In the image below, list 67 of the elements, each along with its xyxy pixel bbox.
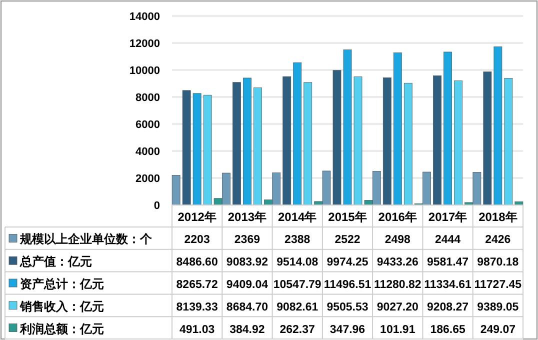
data-label: 10547.79 <box>273 279 322 291</box>
legend-label: 销售收入：亿元 <box>19 299 104 314</box>
data-label: 11280.82 <box>374 279 422 291</box>
data-label: 186.65 <box>430 324 466 336</box>
data-label: 347.96 <box>330 324 366 336</box>
data-label: 9027.20 <box>376 301 418 314</box>
bar <box>404 82 412 206</box>
y-tick-label: 0 <box>154 200 160 212</box>
bar <box>433 75 442 206</box>
data-label: 11334.61 <box>424 279 472 291</box>
data-label: 262.37 <box>280 324 315 336</box>
data-label: 2498 <box>384 234 412 246</box>
data-label: 11727.45 <box>474 279 522 291</box>
bar <box>243 78 252 206</box>
x-tick-label: 2016年 <box>378 210 417 224</box>
data-label: 2426 <box>485 234 511 246</box>
bar <box>282 76 292 206</box>
bar <box>393 52 402 206</box>
x-tick-label: 2015年 <box>328 210 367 224</box>
y-tick-label: 6000 <box>136 119 160 131</box>
data-label: 9389.05 <box>477 301 520 314</box>
data-label: 8139.33 <box>176 301 218 314</box>
data-label: 101.91 <box>380 324 416 336</box>
x-tick-label: 2014年 <box>278 210 317 224</box>
x-tick-label: 2013年 <box>228 210 267 224</box>
data-label: 9581.47 <box>426 256 469 269</box>
y-tick-label: 12000 <box>129 38 160 50</box>
data-label: 249.07 <box>480 324 516 336</box>
legend-label: 资产总计：亿元 <box>20 277 104 291</box>
data-label: 9083.92 <box>226 256 268 269</box>
data-label: 2203 <box>184 234 210 246</box>
data-label: 11496.51 <box>324 279 372 291</box>
data-label: 8265.72 <box>176 279 218 291</box>
data-label: 491.03 <box>179 324 215 336</box>
data-label: 8486.60 <box>176 256 218 269</box>
data-label: 2444 <box>434 234 462 246</box>
data-label: 9208.27 <box>426 301 469 314</box>
data-label: 384.92 <box>230 324 265 336</box>
data-label: 9082.61 <box>276 301 319 314</box>
data-label: 2369 <box>234 234 260 246</box>
data-label: 9409.04 <box>226 279 269 291</box>
bar <box>382 77 392 206</box>
data-label: 9514.08 <box>276 256 319 269</box>
data-label: 9870.18 <box>477 256 520 269</box>
y-tick-label: 2000 <box>136 173 160 185</box>
bar <box>454 80 462 206</box>
bar <box>232 82 241 206</box>
y-tick-label: 4000 <box>136 146 160 158</box>
data-label: 8684.70 <box>226 301 268 314</box>
legend-label: 规模以上企业单位数：个 <box>19 232 153 246</box>
y-tick-label: 10000 <box>129 65 160 77</box>
data-label: 2522 <box>334 234 360 246</box>
legend-label: 总产值：亿元 <box>19 254 92 269</box>
x-tick-label: 2012年 <box>178 210 216 224</box>
x-tick-label: 2018年 <box>478 210 518 224</box>
data-label: 9433.26 <box>376 256 418 269</box>
y-tick-label: 14000 <box>129 11 160 23</box>
data-label: 9974.25 <box>326 256 369 269</box>
data-label: 2388 <box>284 234 311 246</box>
legend-label: 利润总额：亿元 <box>19 322 104 336</box>
x-tick-label: 2017年 <box>428 210 468 224</box>
y-tick-label: 8000 <box>136 92 160 104</box>
bar <box>254 88 262 206</box>
bar <box>304 82 312 206</box>
bar <box>293 62 302 206</box>
data-label: 9505.53 <box>326 301 368 314</box>
bar <box>444 52 452 206</box>
